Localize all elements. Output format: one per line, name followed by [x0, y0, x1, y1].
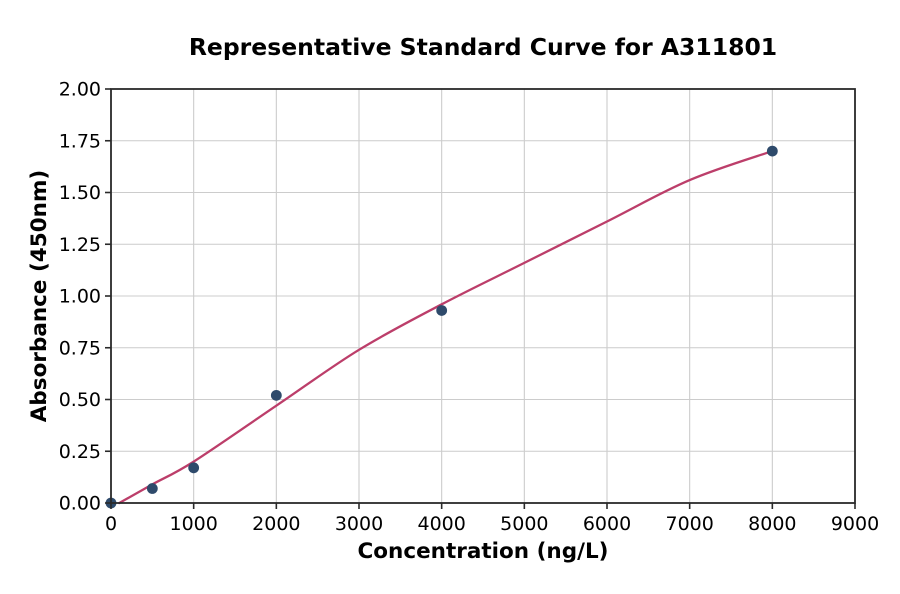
x-tick-label: 8000 — [748, 513, 796, 535]
x-tick-label: 1000 — [169, 513, 217, 535]
y-tick-label: 1.25 — [59, 234, 101, 256]
axis-ticks — [105, 88, 856, 509]
x-axis-label: Concentration (ng/L) — [358, 539, 609, 564]
x-tick-label: 7000 — [665, 513, 713, 535]
y-tick-label: 0.50 — [59, 389, 101, 411]
data-point — [146, 483, 158, 494]
data-points — [105, 145, 778, 509]
y-tick-label: 0.25 — [59, 441, 101, 463]
x-tick-label: 9000 — [831, 513, 879, 535]
fit-curve — [118, 149, 774, 505]
y-tick-label: 0.00 — [59, 493, 101, 515]
y-tick-label: 1.75 — [59, 130, 101, 152]
data-point — [766, 145, 778, 157]
y-tick-label: 1.00 — [59, 286, 101, 308]
y-tick-label: 0.75 — [59, 337, 101, 359]
x-tick-label: 5000 — [500, 513, 548, 535]
data-point — [188, 462, 200, 474]
x-tick-label: 2000 — [252, 513, 300, 535]
x-tick-label: 3000 — [335, 513, 383, 535]
data-point — [436, 305, 448, 316]
grid-lines — [110, 88, 856, 504]
y-tick-label: 1.50 — [59, 182, 101, 204]
data-point — [270, 389, 282, 401]
x-tick-label: 4000 — [417, 513, 465, 535]
fit-curve-path — [118, 149, 774, 505]
chart-title: Representative Standard Curve for A31180… — [189, 33, 777, 61]
y-tick-labels: 0.00 0.25 0.50 0.75 1.00 1.25 1.50 1.75 2.00 — [59, 79, 101, 515]
x-tick-labels: 0 1000 2000 3000 4000 5000 6000 7000 8000 9000 — [105, 513, 879, 535]
x-tick-label: 0 — [105, 513, 117, 535]
y-axis-label: Absorbance (450nm) — [27, 170, 52, 422]
y-tick-label: 2.00 — [59, 79, 101, 101]
x-tick-label: 6000 — [583, 513, 631, 535]
